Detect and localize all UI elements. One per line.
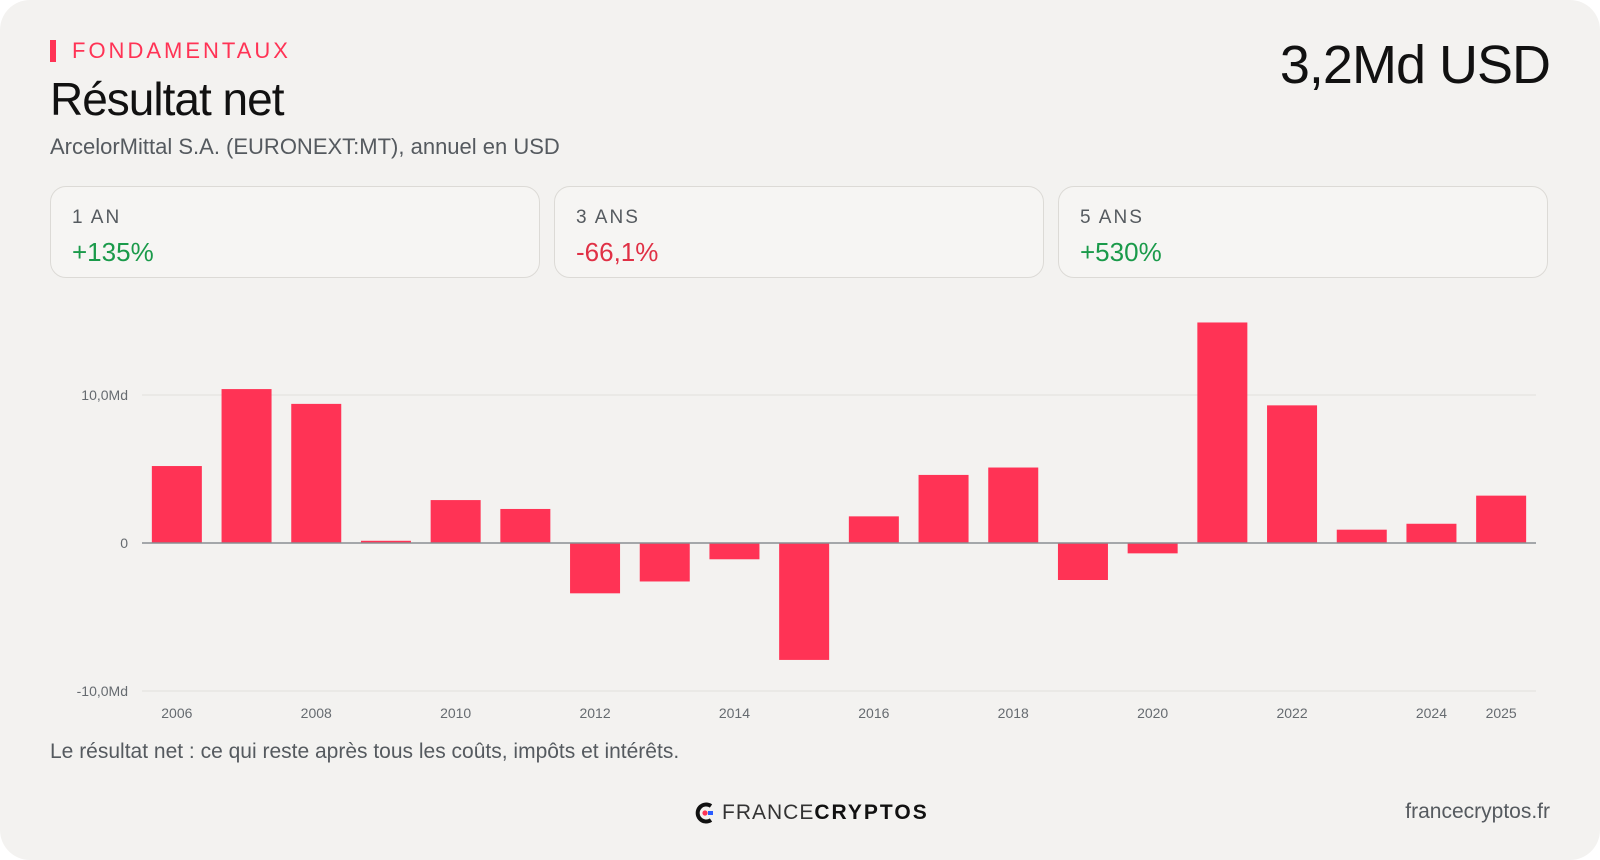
x-tick-label: 2022 (1276, 705, 1307, 721)
stat-label: 5 ANS (1080, 207, 1144, 228)
x-tick-label: 2010 (440, 705, 471, 721)
brand-mark-icon (695, 802, 713, 824)
brand-logo: FRANCE CRYPTOS (694, 801, 929, 825)
bar-2021 (1197, 322, 1248, 543)
stat-label: 3 ANS (576, 207, 640, 228)
x-tick-label: 2006 (161, 705, 192, 721)
x-tick-label: 2016 (858, 705, 889, 721)
stat-label: 1 AN (72, 207, 122, 228)
eyebrow-accent-bar (50, 40, 56, 62)
bar-2008 (291, 403, 342, 543)
brand-name-part2: CRYPTOS (814, 801, 929, 824)
y-tick-label: 10,0Md (81, 387, 128, 403)
x-tick-label: 2024 (1416, 705, 1447, 721)
brand-name-part1: FRANCE (722, 801, 815, 824)
x-tick-label: 2020 (1137, 705, 1168, 721)
bar-2013 (639, 543, 690, 582)
x-tick-label: 2018 (998, 705, 1029, 721)
bar-2007 (221, 389, 272, 543)
bar-2023 (1336, 529, 1387, 543)
stat-value: +530% (1080, 237, 1162, 267)
site-url: francecryptos.fr (1405, 800, 1550, 823)
stat-card-1y: 1 AN +135% (50, 186, 540, 278)
y-tick-label: 0 (120, 535, 128, 551)
section-eyebrow: FONDAMENTAUX (50, 38, 291, 64)
bar-2012 (570, 543, 621, 594)
bar-2006 (151, 466, 202, 543)
bar-2018 (988, 467, 1039, 543)
bar-2019 (1057, 543, 1108, 580)
bar-2011 (500, 508, 551, 543)
bar-2016 (848, 516, 899, 543)
x-tick-label: 2014 (719, 705, 750, 721)
x-tick-label: 2008 (301, 705, 332, 721)
stat-value: +135% (72, 237, 154, 267)
bar-2014 (709, 543, 760, 560)
x-tick-label: 2012 (579, 705, 610, 721)
stats-row: 1 AN +135% 3 ANS -66,1% 5 ANS +530% (50, 186, 1548, 278)
stat-card-5y: 5 ANS +530% (1058, 186, 1548, 278)
chart-footnote: Le résultat net : ce qui reste après tou… (50, 740, 680, 763)
stat-card-3y: 3 ANS -66,1% (554, 186, 1044, 278)
bar-2009 (360, 540, 411, 543)
bar-2017 (918, 474, 969, 543)
bar-2022 (1267, 405, 1318, 543)
eyebrow-label: FONDAMENTAUX (72, 38, 291, 63)
headline-value: 3,2Md USD (1279, 35, 1551, 95)
x-tick-label: 2025 (1486, 705, 1517, 721)
bar-2020 (1127, 543, 1178, 554)
net-income-bar-chart: 10,0Md 0 -10,0Md 2006 2008 2010 2012 2014 2016 20… (77, 322, 1536, 721)
stat-value: -66,1% (576, 237, 659, 267)
page-subtitle: ArcelorMittal S.A. (EURONEXT:MT), annuel… (50, 134, 560, 159)
bar-2010 (430, 500, 481, 543)
page-title: Résultat net (50, 73, 284, 125)
bar-2015 (779, 543, 830, 660)
bar-2024 (1406, 523, 1457, 543)
y-tick-label: -10,0Md (77, 683, 128, 699)
bar-2025 (1476, 495, 1527, 543)
